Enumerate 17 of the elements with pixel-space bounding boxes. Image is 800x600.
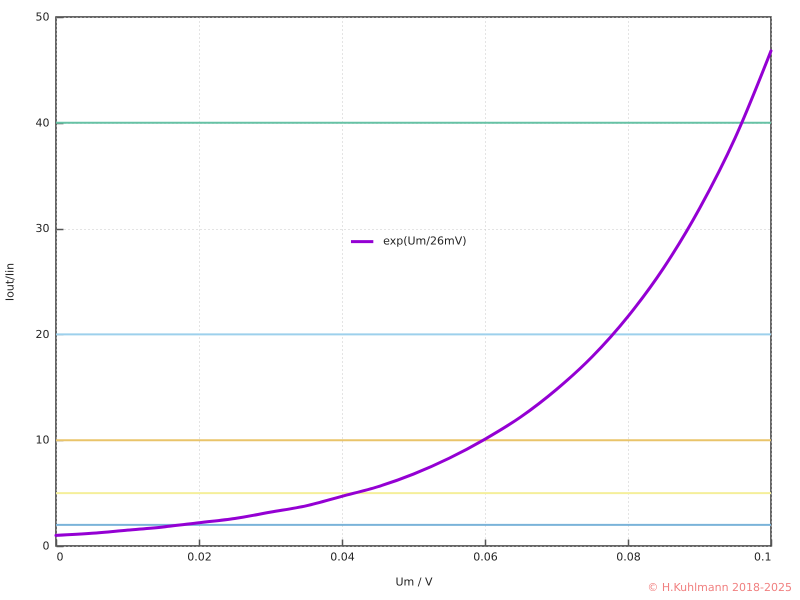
legend-label: exp(Um/26mV) bbox=[383, 234, 467, 248]
x-tick-label: 0.02 bbox=[187, 550, 212, 564]
x-tick-label: 0.1 bbox=[754, 550, 772, 564]
line-series bbox=[54, 49, 772, 537]
x-tick-label: 0.08 bbox=[616, 550, 641, 564]
y-tick-label: 50 bbox=[36, 10, 50, 24]
y-tick-label: 30 bbox=[36, 222, 50, 236]
y-tick-label: 20 bbox=[36, 328, 50, 341]
x-tick-label: 0 bbox=[56, 550, 64, 564]
y-tick-label: 40 bbox=[36, 116, 50, 130]
x-tick-label: 0.04 bbox=[330, 550, 355, 564]
y-tick-label: 10 bbox=[36, 434, 50, 447]
text: © H.Kuhlmann 2018-2025 bbox=[647, 581, 792, 594]
x-axis-title: Um / V bbox=[396, 576, 433, 588]
y-axis-title: Iout/Iin bbox=[4, 262, 17, 302]
y-tick-label: 0 bbox=[42, 540, 50, 552]
x-tick-label: 0.06 bbox=[473, 550, 498, 564]
